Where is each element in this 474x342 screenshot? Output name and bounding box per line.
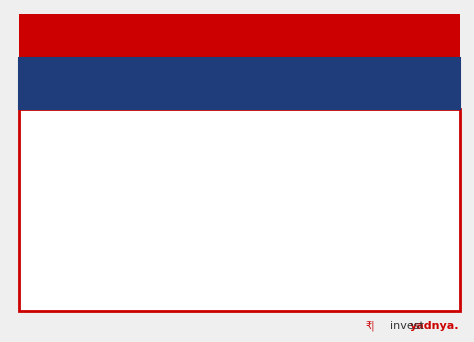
Text: 6.00%: 6.00%	[221, 219, 251, 227]
Text: 7.25%: 7.25%	[320, 269, 350, 278]
Text: 5.00%: 5.00%	[420, 193, 450, 202]
Text: Kotak Mahindra Bank: Kotak Mahindra Bank	[25, 193, 126, 202]
Text: 21: 21	[377, 93, 393, 103]
Text: 6.75%: 6.75%	[370, 219, 400, 227]
Text: 6.75%: 6.75%	[171, 244, 201, 253]
Text: RD Interest Rates of Major Banks for Tenure up to 2 years (May 2020): RD Interest Rates of Major Banks for Ten…	[43, 31, 436, 41]
Text: ICICI Bank: ICICI Bank	[25, 143, 73, 152]
Text: yadnya.: yadnya.	[410, 320, 460, 331]
Text: 5.75%: 5.75%	[420, 143, 450, 152]
Text: 7.25%: 7.25%	[420, 244, 450, 253]
Text: 4.25%: 4.25%	[171, 143, 201, 152]
Text: 7.00%: 7.00%	[370, 244, 400, 253]
Text: 9: 9	[232, 93, 240, 103]
Text: 24: 24	[427, 93, 443, 103]
Text: 5.50%: 5.50%	[271, 294, 301, 303]
Text: 7.00%: 7.00%	[221, 269, 251, 278]
Text: 5.80%: 5.80%	[271, 118, 301, 127]
Text: 4.80%: 4.80%	[171, 294, 201, 303]
Text: 5.25%: 5.25%	[221, 193, 251, 202]
Text: 6: 6	[182, 93, 190, 103]
Text: 7.25%: 7.25%	[420, 269, 450, 278]
Text: Bank Name: Bank Name	[56, 79, 124, 89]
Text: 6.10%: 6.10%	[370, 168, 400, 177]
Text: 5.25%: 5.25%	[221, 118, 251, 127]
Text: 7.00%: 7.00%	[271, 219, 301, 227]
Text: 5.50%: 5.50%	[420, 294, 450, 303]
Text: 5.60%: 5.60%	[271, 193, 301, 202]
Text: 5.60%: 5.60%	[370, 193, 400, 202]
Text: ₹|: ₹|	[366, 320, 375, 331]
Text: 12: 12	[278, 93, 293, 103]
Text: 5.80%: 5.80%	[370, 118, 400, 127]
Text: 4.80%: 4.80%	[221, 294, 251, 303]
Text: 6.10%: 6.10%	[420, 168, 450, 177]
Text: Yes Bank: Yes Bank	[25, 244, 67, 253]
Text: invest: invest	[391, 320, 424, 331]
Text: 5.50%: 5.50%	[320, 294, 350, 303]
Text: 5.70%: 5.70%	[271, 143, 301, 152]
Text: 5.80%: 5.80%	[320, 118, 350, 127]
Text: Axis Bank: Axis Bank	[25, 168, 71, 177]
Text: 7.00%: 7.00%	[320, 244, 350, 253]
Text: 6.75%: 6.75%	[420, 219, 450, 227]
Text: 7.25%: 7.25%	[370, 269, 400, 278]
Text: 5.60%: 5.60%	[320, 193, 350, 202]
Text: 6.75%: 6.75%	[221, 244, 251, 253]
Text: 5.80%: 5.80%	[420, 118, 450, 127]
Text: 5.25%: 5.25%	[171, 193, 201, 202]
Text: 5.35%: 5.35%	[171, 168, 201, 177]
Text: 7.25%: 7.25%	[271, 269, 301, 278]
Text: 6.00%: 6.00%	[320, 168, 350, 177]
Text: 4.75%: 4.75%	[221, 143, 251, 152]
Text: 6.75%: 6.75%	[171, 269, 201, 278]
Text: State Bank of India: State Bank of India	[25, 294, 115, 303]
Text: 5.60%: 5.60%	[221, 168, 251, 177]
Text: 5.50%: 5.50%	[370, 294, 400, 303]
Text: Tenure (in Months): Tenure (in Months)	[255, 68, 366, 78]
Text: IndusInd Bank: IndusInd Bank	[25, 219, 92, 227]
Text: 7.00%: 7.00%	[271, 244, 301, 253]
Text: 6.00%: 6.00%	[271, 168, 301, 177]
Text: HDFC Bank: HDFC Bank	[25, 118, 78, 127]
Text: 6.75%: 6.75%	[320, 219, 350, 227]
Text: 5.75%: 5.75%	[370, 143, 400, 152]
Text: 18: 18	[328, 93, 343, 103]
Text: 4.75%: 4.75%	[171, 118, 201, 127]
Text: 5.75%: 5.75%	[320, 143, 350, 152]
Text: 5.75%: 5.75%	[171, 219, 201, 227]
Text: IDFC First Bank: IDFC First Bank	[25, 269, 96, 278]
